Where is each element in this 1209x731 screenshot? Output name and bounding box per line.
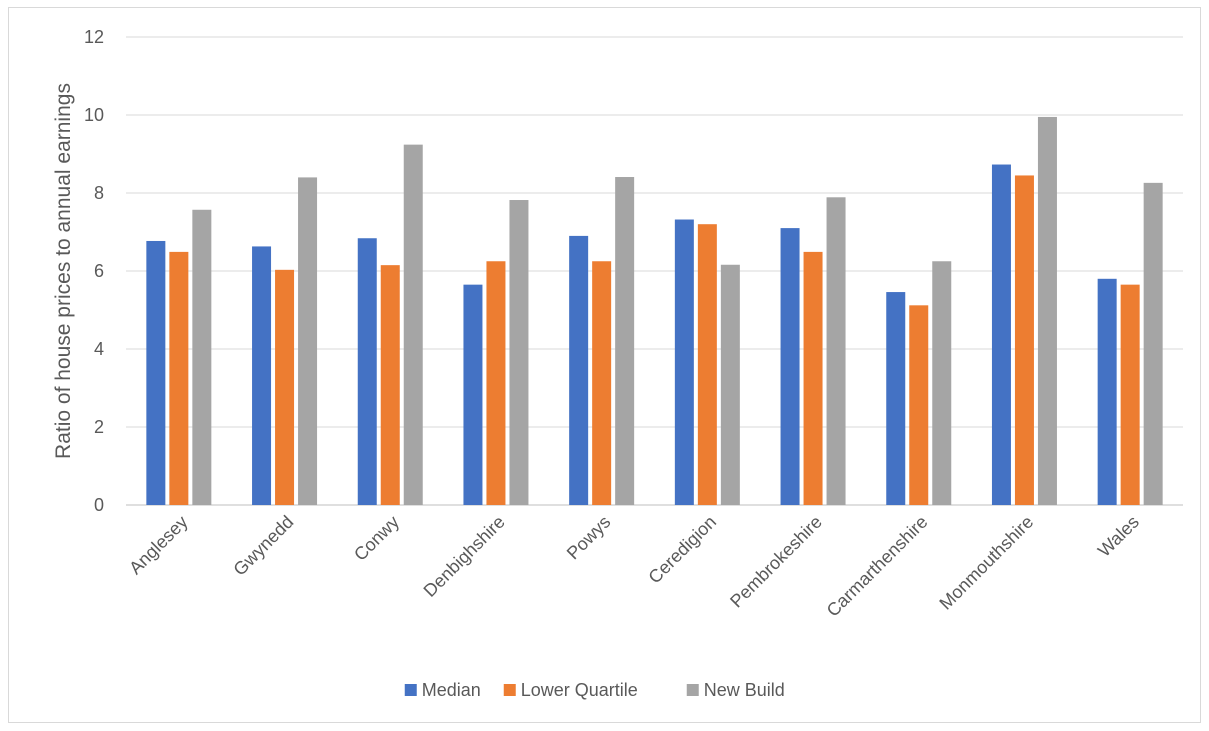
y-tick-label: 0 — [94, 495, 104, 515]
bar-new-build — [509, 200, 529, 505]
category-label: Ceredigion — [644, 512, 720, 588]
bar-median — [1097, 278, 1117, 505]
bar-lower-quartile — [275, 269, 295, 505]
category-label: Gwynedd — [229, 512, 297, 580]
category-label: Powys — [563, 512, 615, 564]
bar-new-build — [826, 197, 846, 506]
y-tick-label: 6 — [94, 261, 104, 281]
category-labels: Anglesey Gwynedd Conwy Denbighshire Powys Cer… — [125, 512, 1143, 621]
y-tick-label: 12 — [84, 27, 104, 47]
legend-item-lower-quartile: Lower Quartile — [503, 680, 638, 700]
category-label: Anglesey — [125, 512, 192, 579]
bar-median — [991, 164, 1011, 505]
category-label: Conwy — [350, 512, 403, 565]
legend-label: Median — [422, 680, 481, 700]
bar-lower-quartile — [803, 251, 823, 505]
bars — [146, 116, 1163, 506]
category-label: Pembrokeshire — [726, 512, 826, 612]
bar-median — [569, 235, 589, 505]
legend: Median Lower Quartile New Build — [404, 680, 785, 700]
bar-lower-quartile — [169, 251, 189, 505]
bar-new-build — [1037, 116, 1057, 505]
category-label: Denbighshire — [420, 512, 509, 601]
legend-label: New Build — [704, 680, 785, 700]
bar-lower-quartile — [380, 265, 400, 505]
legend-swatch — [503, 684, 516, 696]
bar-median — [357, 238, 377, 506]
bar-new-build — [1143, 182, 1163, 506]
y-tick-labels: 0 2 4 6 8 10 12 — [84, 27, 104, 515]
bar-new-build — [615, 177, 635, 505]
bar-new-build — [403, 144, 423, 505]
bar-median — [463, 284, 483, 505]
y-tick-label: 4 — [94, 339, 104, 359]
y-axis-title: Ratio of house prices to annual earnings — [52, 83, 75, 459]
legend-label: Lower Quartile — [521, 680, 638, 700]
y-tick-label: 10 — [84, 105, 104, 125]
legend-item-new-build: New Build — [686, 680, 785, 700]
bar-median — [886, 292, 906, 505]
bar-lower-quartile — [909, 305, 929, 505]
legend-swatch — [686, 684, 699, 696]
bar-lower-quartile — [486, 261, 506, 505]
bar-median — [146, 240, 166, 505]
bar-lower-quartile — [1014, 175, 1034, 505]
bar-new-build — [298, 177, 318, 505]
bar-new-build — [720, 264, 740, 505]
bar-new-build — [932, 261, 952, 505]
bar-lower-quartile — [1120, 284, 1140, 505]
bar-lower-quartile — [592, 261, 612, 505]
bar-new-build — [192, 209, 212, 505]
bar-lower-quartile — [697, 224, 717, 505]
y-tick-label: 8 — [94, 183, 104, 203]
bar-median — [252, 246, 272, 505]
legend-item-median: Median — [404, 680, 481, 700]
bar-median — [780, 228, 800, 505]
category-label: Carmarthenshire — [823, 512, 932, 621]
legend-swatch — [404, 684, 417, 696]
category-label: Monmouthshire — [935, 512, 1037, 614]
y-tick-label: 2 — [94, 417, 104, 437]
bar-median — [674, 219, 694, 505]
category-label: Wales — [1094, 512, 1143, 561]
